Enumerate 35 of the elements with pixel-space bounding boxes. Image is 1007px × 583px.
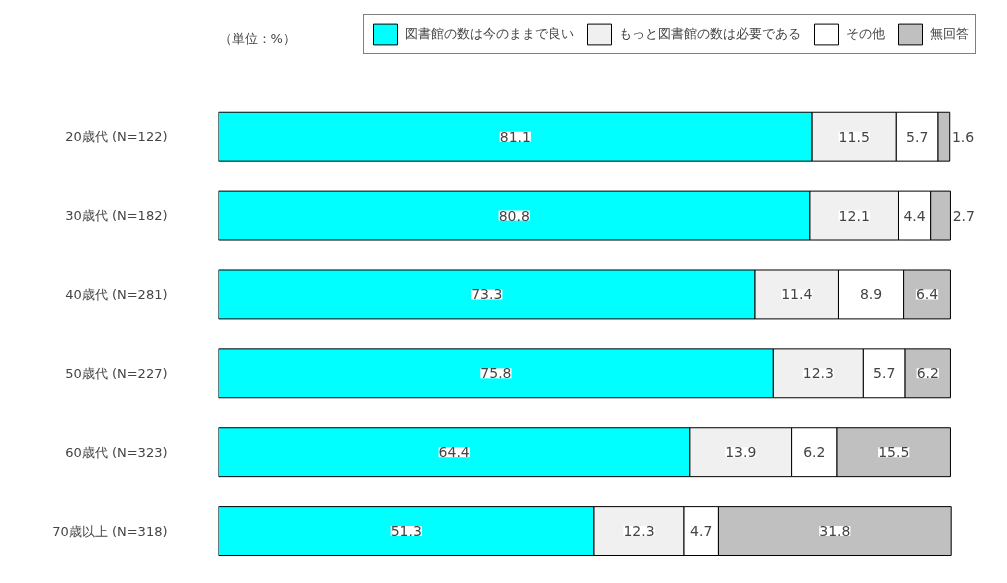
data-label: 80.8 (498, 207, 530, 224)
data-label: 8.9 (859, 286, 883, 303)
data-label: 13.9 (725, 444, 757, 461)
data-label: 11.5 (838, 128, 870, 145)
data-label: 2.7 (952, 207, 975, 224)
y-tick-label: 40歳代 (N=281) (65, 286, 168, 302)
legend-label: 図書館の数は今のままで良い (405, 25, 574, 43)
data-label: 81.1 (499, 128, 531, 145)
data-label: 12.3 (623, 523, 655, 540)
data-label: 6.2 (916, 365, 939, 382)
legend-label: もっと図書館の数は必要である (619, 25, 801, 43)
data-label: 5.7 (873, 365, 896, 382)
y-tick-label: 50歳代 (N=227) (65, 365, 168, 381)
data-label: 75.8 (480, 365, 512, 382)
data-label: 6.2 (803, 444, 826, 461)
y-tick-label: 30歳代 (N=182) (65, 208, 168, 224)
data-label: 1.6 (951, 128, 975, 145)
data-label: 51.3 (390, 523, 422, 540)
y-tick-label: 70歳以上 (N=318) (52, 523, 168, 539)
data-label: 64.4 (438, 444, 470, 461)
y-tick-label: 60歳代 (N=323) (65, 444, 168, 460)
data-label: 6.4 (915, 286, 939, 303)
legend-label: 無回答 (930, 25, 969, 43)
data-label: 73.3 (471, 286, 503, 303)
data-label: 4.7 (690, 523, 713, 540)
data-label: 4.4 (903, 207, 926, 224)
legend-label: その他 (846, 25, 885, 43)
data-label: 11.4 (781, 286, 813, 303)
data-label: 5.7 (906, 128, 929, 145)
data-label: 15.5 (878, 444, 910, 461)
text: （単位：%） (218, 30, 296, 46)
data-label: 31.8 (819, 523, 851, 540)
y-tick-label: 20歳代 (N=122) (65, 129, 168, 145)
data-label: 12.3 (802, 365, 834, 382)
data-label: 12.1 (838, 207, 870, 224)
